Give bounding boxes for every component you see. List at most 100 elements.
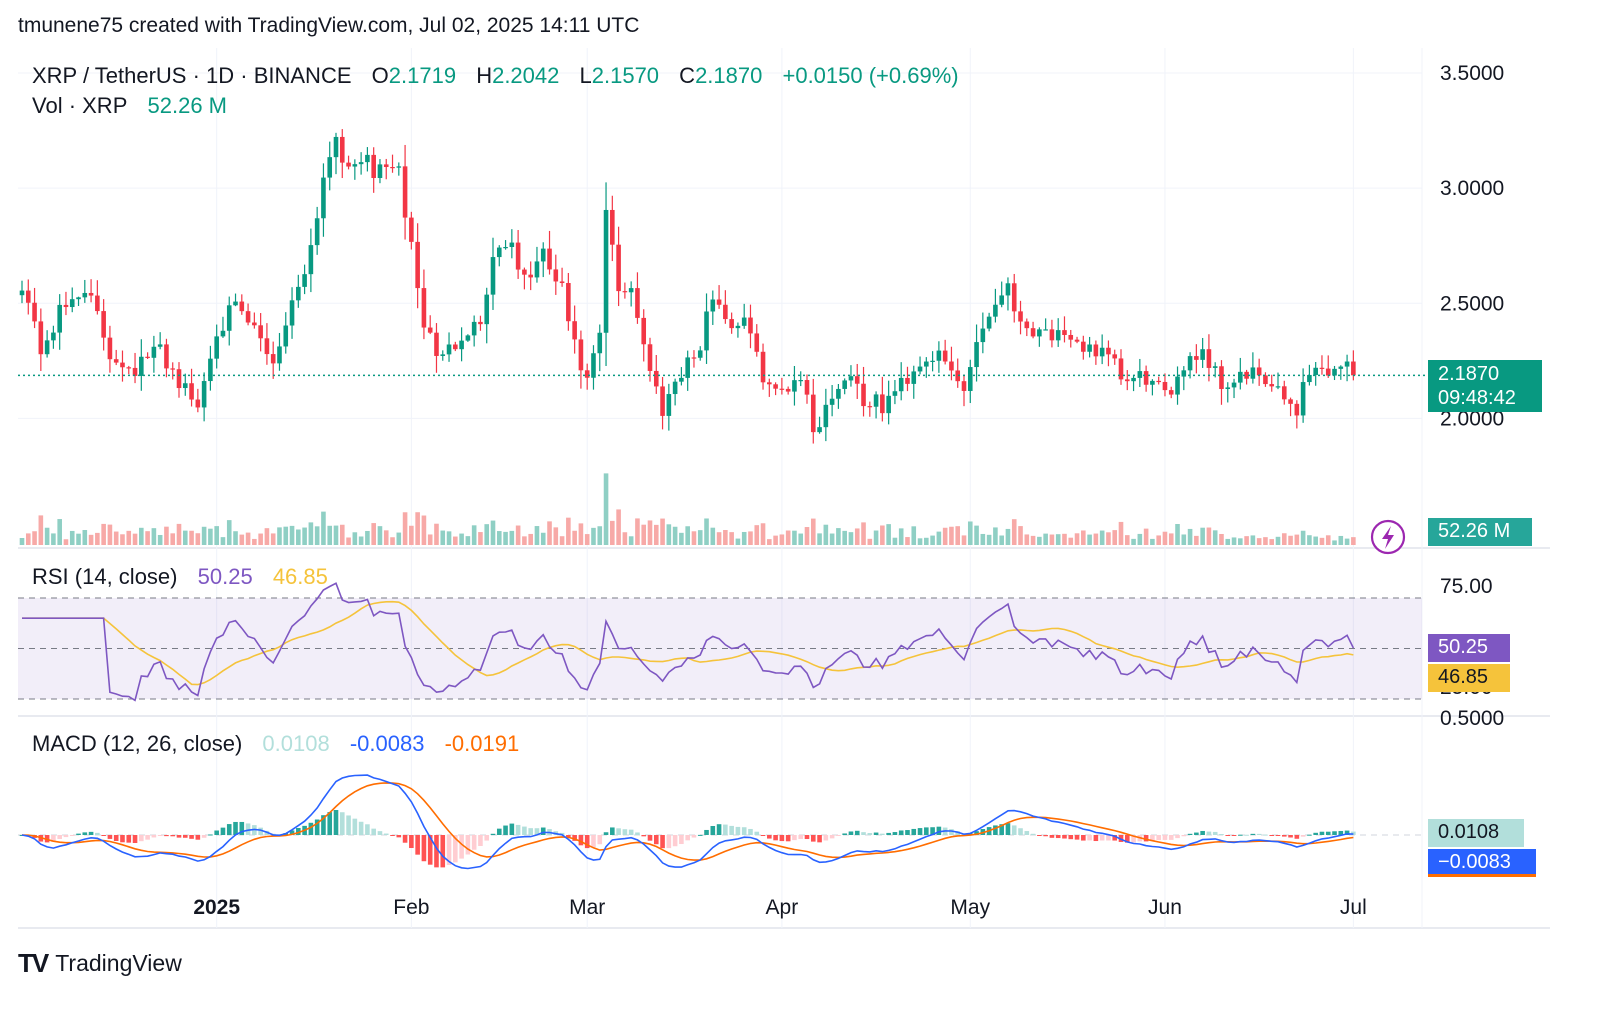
- volume-bar: [1307, 535, 1312, 545]
- volume-bar: [208, 528, 213, 545]
- macd-histogram-bar: [503, 825, 508, 835]
- candle: [1181, 370, 1187, 377]
- macd-histogram-bar: [679, 835, 684, 845]
- symbol-name[interactable]: XRP / TetherUS · 1D · BINANCE: [32, 63, 352, 88]
- volume-bar: [741, 531, 747, 545]
- volume-label[interactable]: Vol · XRP: [32, 93, 128, 118]
- candle: [51, 332, 56, 341]
- candle: [1062, 330, 1067, 335]
- volume-bar: [1143, 528, 1149, 545]
- candle: [509, 242, 515, 248]
- candle: [735, 325, 741, 329]
- volume-bar: [1325, 535, 1331, 545]
- volume-bar: [1194, 535, 1199, 545]
- volume-bar: [126, 530, 132, 545]
- candle: [277, 346, 282, 364]
- macd-histogram-bar: [641, 835, 647, 837]
- candle: [1212, 366, 1218, 368]
- lightning-icon[interactable]: [1370, 519, 1406, 555]
- macd-hist-badge: 0.0108: [1428, 819, 1524, 847]
- macd-histogram-bar: [1093, 835, 1099, 842]
- candle: [528, 274, 533, 278]
- candle: [603, 209, 609, 333]
- volume-bar: [666, 524, 672, 545]
- macd-histogram-bar: [1187, 833, 1193, 835]
- volume-bar: [333, 525, 339, 545]
- close-label: C: [679, 63, 696, 88]
- candle: [974, 342, 979, 368]
- time-axis: 2025 Feb Mar Apr May Jun Jul: [193, 896, 1366, 919]
- volume-bar: [591, 527, 596, 545]
- candle: [792, 380, 797, 392]
- volume-bar: [509, 530, 515, 545]
- volume-bar: [283, 526, 289, 545]
- macd-histogram-bar: [930, 827, 935, 835]
- candle: [1244, 371, 1249, 379]
- macd-histogram-bar: [170, 835, 176, 837]
- candle: [760, 351, 766, 383]
- macd-histogram-bar: [993, 825, 998, 835]
- footer-brand[interactable]: TradingView: [55, 950, 182, 976]
- macd-histogram-bar: [861, 832, 866, 835]
- macd-histogram-bar: [145, 835, 150, 840]
- volume-bar: [270, 533, 276, 545]
- macd-histogram-bar: [691, 835, 697, 838]
- volume-bar: [597, 526, 603, 545]
- candle: [1332, 368, 1337, 376]
- candle: [584, 370, 590, 378]
- macd-label[interactable]: MACD (12, 26, close): [32, 731, 243, 756]
- candle: [76, 297, 81, 300]
- tradingview-logo-icon[interactable]: TV: [18, 948, 49, 978]
- volume-bar: [1118, 521, 1124, 545]
- candle: [195, 399, 201, 408]
- price-tick-label: 3.0000: [1440, 177, 1504, 200]
- rsi-ma-badge: 46.85: [1428, 664, 1510, 692]
- candle: [446, 344, 452, 355]
- macd-histogram-bar: [1313, 832, 1318, 835]
- volume-bar: [924, 537, 929, 545]
- rsi-pane: [18, 582, 1422, 702]
- candle: [898, 377, 904, 392]
- macd-histogram-bar: [616, 828, 621, 835]
- volume-legend: Vol · XRP 52.26 M: [32, 93, 227, 119]
- macd-histogram-bar: [352, 818, 358, 835]
- volume-bar: [804, 527, 810, 545]
- macd-histogram-bar: [1256, 833, 1262, 835]
- macd-histogram-bar: [628, 829, 634, 835]
- macd-histogram-bar: [1068, 835, 1074, 840]
- high-value: 2.2042: [492, 63, 560, 88]
- candle: [1137, 371, 1143, 378]
- volume-bar: [57, 519, 62, 545]
- candle: [107, 337, 113, 360]
- volume-bar: [748, 531, 753, 545]
- macd-histogram-bar: [666, 835, 672, 849]
- macd-histogram-bar: [685, 835, 690, 841]
- macd-histogram-bar: [924, 827, 929, 835]
- candle: [101, 311, 106, 338]
- candle: [25, 290, 31, 303]
- macd-histogram-bar: [126, 835, 132, 843]
- macd-histogram-bar: [798, 835, 804, 839]
- volume-bar: [754, 525, 760, 545]
- volume-bar: [1093, 533, 1099, 545]
- volume-bar: [1024, 534, 1030, 545]
- candle: [95, 295, 100, 312]
- macd-histogram-bar: [132, 835, 138, 844]
- macd-histogram-bar: [327, 812, 333, 835]
- time-tick-label: May: [950, 896, 990, 919]
- volume-bar: [566, 517, 571, 545]
- candle: [126, 367, 132, 369]
- candle: [289, 300, 295, 326]
- macd-histogram-bar: [1332, 831, 1337, 835]
- volume-bar: [226, 520, 232, 545]
- footer: TV TradingView: [18, 948, 182, 979]
- volume-bar: [1288, 535, 1293, 545]
- volume-bar: [949, 526, 954, 545]
- macd-histogram-bar: [390, 835, 395, 836]
- rsi-label[interactable]: RSI (14, close): [32, 564, 178, 589]
- candle: [685, 357, 690, 378]
- macd-histogram-bar: [622, 829, 628, 835]
- volume-bar: [1175, 524, 1180, 545]
- candle: [679, 377, 684, 382]
- macd-histogram-bar: [1275, 835, 1281, 836]
